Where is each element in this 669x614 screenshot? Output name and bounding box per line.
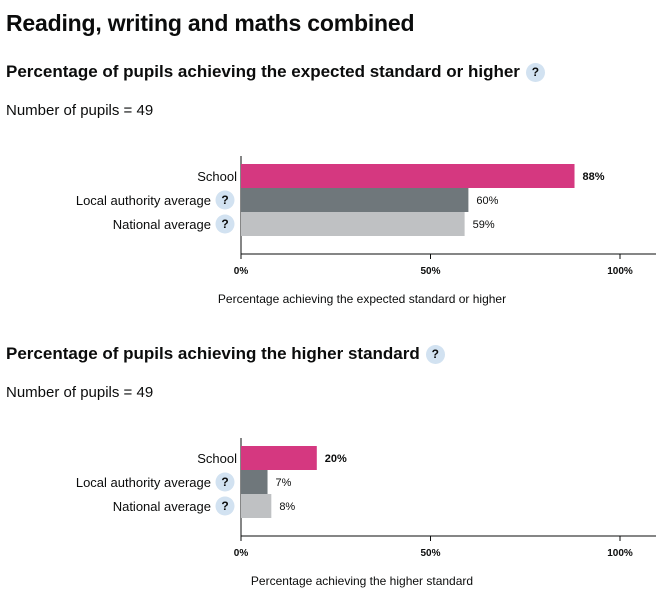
pupil-count: Number of pupils = 49: [6, 384, 154, 401]
help-icon[interactable]: ?: [525, 62, 545, 82]
bar-local-authority: [241, 470, 268, 494]
bar-chart-svg: 20% School 7% Local authority average ? 8% Nat…: [76, 438, 656, 588]
value-label-school: 88%: [583, 171, 605, 183]
value-label-local-authority: 60%: [476, 195, 498, 207]
help-icon[interactable]: ?: [215, 496, 235, 516]
help-icon-circle[interactable]: [215, 472, 235, 492]
chart-title: Percentage of pupils achieving the expec…: [6, 62, 545, 82]
help-icon[interactable]: ?: [425, 344, 445, 364]
help-icon[interactable]: ?: [215, 190, 235, 210]
expected-standard-chart: Percentage of pupils achieving the expec…: [0, 62, 669, 332]
help-icon-glyph[interactable]: ?: [221, 193, 228, 207]
pupil-count: Number of pupils = 49: [6, 102, 154, 119]
bar-school: [241, 164, 575, 188]
x-tick-label: 0%: [234, 548, 249, 559]
category-label-local-authority: Local authority average: [76, 475, 211, 490]
x-tick-label: 50%: [420, 548, 440, 559]
help-icon-circle[interactable]: [215, 496, 235, 516]
value-label-national: 59%: [473, 219, 495, 231]
category-label-school: School: [197, 169, 237, 184]
value-label-local-authority: 7%: [276, 477, 292, 489]
x-tick-label: 50%: [420, 266, 440, 277]
help-icon[interactable]: ?: [215, 472, 235, 492]
help-icon[interactable]: ?: [215, 214, 235, 234]
x-axis-label: Percentage achieving the expected standa…: [218, 292, 506, 306]
help-icon-glyph[interactable]: ?: [221, 217, 228, 231]
x-tick-label: 100%: [607, 548, 633, 559]
category-label-local-authority: Local authority average: [76, 193, 211, 208]
category-label-national: National average: [113, 499, 211, 514]
help-icon-circle[interactable]: [215, 190, 235, 210]
help-icon-glyph[interactable]: ?: [221, 499, 228, 513]
higher-standard-chart: Percentage of pupils achieving the highe…: [0, 344, 669, 614]
x-tick-label: 100%: [607, 266, 633, 277]
page-title: Reading, writing and maths combined: [6, 10, 415, 36]
value-label-national: 8%: [279, 501, 295, 513]
chart-title-text: Percentage of pupils achieving the highe…: [6, 344, 420, 363]
help-icon-glyph[interactable]: ?: [221, 475, 228, 489]
bar-national: [241, 212, 465, 236]
value-label-school: 20%: [325, 453, 347, 465]
category-label-school: School: [197, 451, 237, 466]
bar-local-authority: [241, 188, 469, 212]
category-label-national: National average: [113, 217, 211, 232]
help-icon-circle[interactable]: [215, 214, 235, 234]
bar-chart-svg: 88% School 60% Local authority average ? 59% N…: [76, 156, 656, 306]
chart-title-text: Percentage of pupils achieving the expec…: [6, 62, 520, 81]
chart-title: Percentage of pupils achieving the highe…: [6, 344, 445, 364]
x-tick-label: 0%: [234, 266, 249, 277]
bar-school: [241, 446, 317, 470]
bar-national: [241, 494, 272, 518]
x-axis-label: Percentage achieving the higher standard: [251, 574, 473, 588]
